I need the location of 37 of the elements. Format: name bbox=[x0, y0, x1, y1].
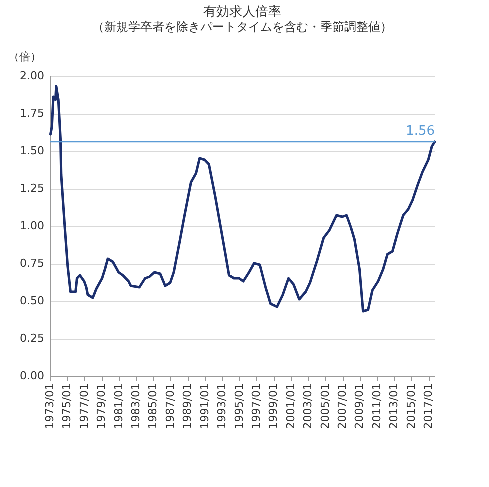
line-series bbox=[49, 85, 436, 313]
x-tick-label: 1995/01 bbox=[232, 384, 246, 430]
x-tick-label: 2005/01 bbox=[318, 384, 332, 430]
x-tick-label: 2017/01 bbox=[422, 384, 436, 430]
y-tick-label: 0.75 bbox=[20, 257, 44, 270]
y-tick-label: 1.75 bbox=[20, 107, 44, 120]
chart-subtitle: （新規学卒者を除きパートタイムを含む・季節調整値） bbox=[92, 20, 392, 34]
x-tick-label: 1987/01 bbox=[164, 384, 177, 430]
y-tick-label: 0.25 bbox=[20, 332, 44, 345]
chart-title: 有効求人倍率 bbox=[204, 4, 282, 20]
x-tick-label: 2003/01 bbox=[302, 384, 315, 430]
x-tick-label: 1989/01 bbox=[181, 384, 194, 430]
x-tick-label: 1991/01 bbox=[198, 384, 212, 430]
y-axis-title: （倍） bbox=[8, 50, 42, 64]
x-tick-label: 2013/01 bbox=[388, 384, 401, 430]
x-tick-label: 1997/01 bbox=[250, 384, 263, 430]
x-tick-label: 1975/01 bbox=[60, 384, 74, 430]
y-tick-label: 0.00 bbox=[20, 370, 44, 382]
x-tick-label: 1999/01 bbox=[267, 384, 280, 430]
x-tick-label: 1993/01 bbox=[216, 384, 229, 430]
x-tick-label: 1985/01 bbox=[146, 384, 160, 430]
x-tick-label: 2007/01 bbox=[336, 384, 350, 430]
x-tick-label: 1977/01 bbox=[78, 384, 91, 430]
x-tick-label: 2001/01 bbox=[284, 384, 298, 430]
x-tick-label: 2015/01 bbox=[404, 384, 418, 430]
y-tick-label: 1.00 bbox=[20, 220, 44, 232]
x-tick-label: 1973/01 bbox=[44, 384, 56, 430]
x-tick-label: 2011/01 bbox=[370, 384, 384, 430]
ref-line-label: 1.56 bbox=[406, 124, 435, 139]
y-tick-label: 1.25 bbox=[20, 182, 44, 195]
x-tick-label: 1981/01 bbox=[112, 384, 126, 430]
y-tick-label: 1.50 bbox=[20, 144, 44, 158]
x-tick-label: 2009/01 bbox=[353, 384, 366, 430]
y-tick-label: 0.50 bbox=[20, 294, 44, 308]
y-tick-label: 2.00 bbox=[20, 70, 44, 82]
x-tick-label: 1979/01 bbox=[95, 384, 108, 430]
x-tick-label: 1983/01 bbox=[130, 384, 143, 430]
